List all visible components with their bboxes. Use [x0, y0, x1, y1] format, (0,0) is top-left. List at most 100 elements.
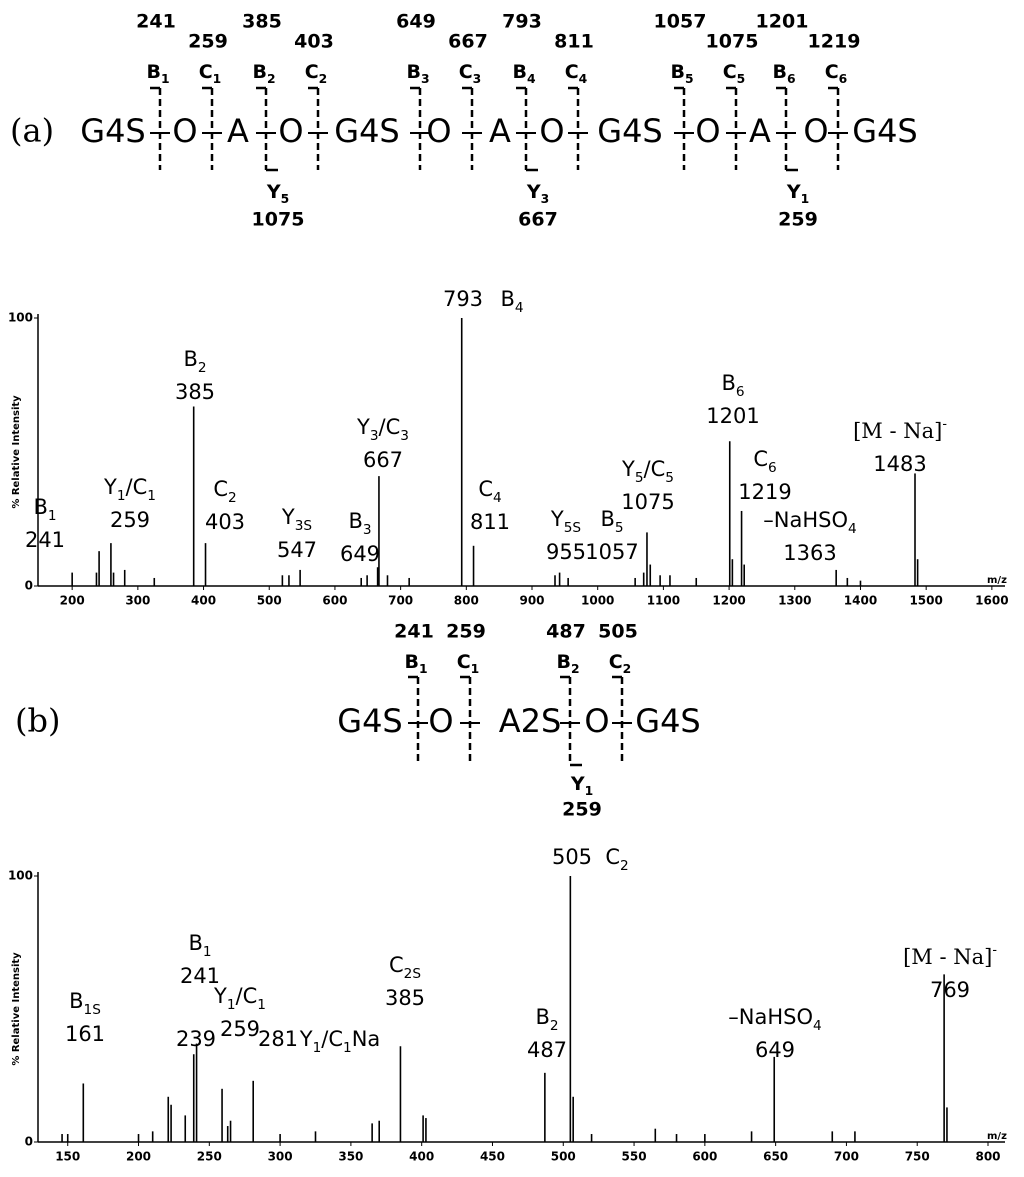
x-tick-label: 300 [268, 1150, 293, 1164]
x-tick-label: 200 [60, 594, 85, 608]
ion-text: B [772, 61, 786, 83]
ion-text: Na [352, 1027, 381, 1051]
residue: A [227, 112, 249, 150]
residue: O [695, 112, 720, 150]
ion-text: C [565, 61, 579, 83]
ion-text: Y [786, 181, 801, 203]
subscript: 1 [801, 192, 810, 206]
peak-mz: 161 [65, 1022, 105, 1046]
peak-mz: 769 [930, 978, 970, 1002]
subscript: 5 [665, 470, 674, 486]
ion-label: B1S [69, 989, 101, 1018]
peak-mz: 385 [175, 380, 215, 404]
subscript: 2 [198, 360, 207, 376]
ion-text: Y [266, 181, 281, 203]
ion-label: B6 [721, 371, 744, 400]
subscript: 4 [579, 72, 588, 86]
residue: O [584, 702, 609, 740]
subscript: 5 [281, 192, 290, 206]
subscript: 2 [623, 662, 632, 676]
ion-text: Y [526, 181, 541, 203]
y-axis-label: % Relative Intensity [11, 395, 22, 509]
fragment-mz: 667 [448, 31, 488, 53]
x-tick-label: 150 [55, 1150, 80, 1164]
peak-mz: 1219 [738, 480, 791, 504]
superscript: - [992, 942, 997, 958]
ion-label: Y1 [570, 773, 593, 798]
fragment-mz: 1075 [252, 209, 305, 231]
x-tick-label: 1300 [778, 594, 811, 608]
residue: O [803, 112, 828, 150]
x-tick-label: 350 [338, 1150, 363, 1164]
subscript: 2S [404, 966, 421, 982]
residue: A [489, 112, 511, 150]
subscript: 1 [343, 1040, 352, 1056]
fragment-mz: 667 [518, 209, 558, 231]
x-tick-label: 1500 [909, 594, 942, 608]
peak-mz: 259 [220, 1017, 260, 1041]
ion-label: B1 [33, 495, 56, 524]
ion-text: B [721, 371, 735, 395]
ion-label: Y1/C1 [103, 475, 156, 504]
ion-label: C2 [605, 845, 628, 874]
ion-text: /C [126, 475, 148, 499]
x-tick-label: 400 [191, 594, 216, 608]
y-tick-label: 100 [8, 869, 33, 883]
fragment-mz: 259 [562, 799, 602, 821]
residue: G4S [337, 702, 402, 740]
fragment-mz: 811 [554, 31, 594, 53]
ion-text: B [406, 61, 420, 83]
subscript: 3 [541, 192, 550, 206]
x-tick-label: 900 [519, 594, 544, 608]
peak-mz: 281 [258, 1027, 298, 1051]
subscript: 5 [685, 72, 694, 86]
residue: O [278, 112, 303, 150]
panel-label: (b) [15, 702, 60, 740]
ion-label: Y5 [266, 181, 289, 206]
subscript: 2 [550, 1018, 559, 1034]
peak-mz: 505 [552, 845, 592, 869]
ion-text: B [188, 931, 202, 955]
fragment-mz: 1057 [654, 11, 707, 33]
ion-label: B2 [252, 61, 275, 86]
x-tick-label: 600 [692, 1150, 717, 1164]
residue: A [749, 112, 771, 150]
ion-text: Y [356, 415, 370, 439]
superscript: - [942, 416, 947, 432]
peak-mz: 1201 [706, 404, 759, 428]
subscript: 3 [421, 72, 430, 86]
peak-mz: 547 [277, 538, 317, 562]
ion-label: C2 [213, 477, 236, 506]
ion-label: [M - Na]- [853, 416, 947, 443]
y-tick-label: 100 [8, 311, 33, 325]
subscript: 6 [768, 460, 777, 476]
ion-label: C4 [565, 61, 588, 86]
fragment-mz: 1201 [756, 11, 809, 33]
subscript: 5S [564, 520, 581, 536]
ion-label: C2 [609, 651, 632, 676]
x-tick-label: 1600 [975, 594, 1008, 608]
ion-label: C6 [753, 447, 776, 476]
subscript: 2 [319, 72, 328, 86]
subscript: 5 [615, 520, 624, 536]
ion-label: Y1/C1Na [299, 1027, 381, 1056]
ion-label: B5 [600, 507, 623, 536]
ion-text: /C [379, 415, 401, 439]
fragment-mz: 241 [136, 11, 176, 33]
residue: O [426, 112, 451, 150]
ion-label: –NaHSO4 [763, 508, 856, 537]
subscript: 4 [813, 1018, 822, 1034]
ion-text: C [609, 651, 623, 673]
ion-text: B [146, 61, 160, 83]
ion-text: C [305, 61, 319, 83]
fragment-mz: 1075 [706, 31, 759, 53]
panel-label: (a) [10, 112, 54, 150]
subscript: 3 [400, 428, 409, 444]
subscript: 2 [228, 490, 237, 506]
peak-mz: 649 [340, 542, 380, 566]
x-tick-label: 200 [126, 1150, 151, 1164]
ion-label: Y1 [786, 181, 809, 206]
subscript: 5 [635, 470, 644, 486]
residue: G4S [80, 112, 145, 150]
ion-text: /C [236, 984, 258, 1008]
